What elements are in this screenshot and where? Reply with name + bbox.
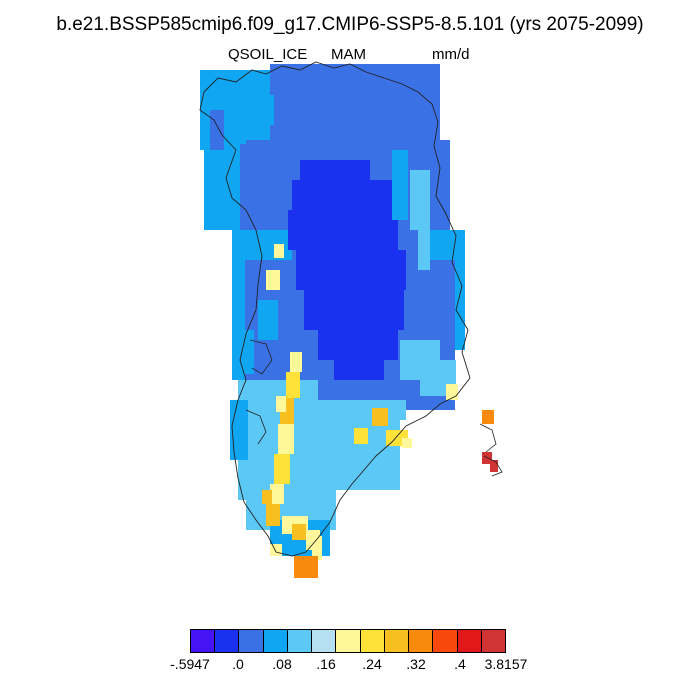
- grid-cell: [294, 556, 318, 578]
- grid-cell: [278, 424, 294, 454]
- grid-cell: [290, 352, 302, 372]
- grid-cell: [228, 122, 246, 144]
- colorbar-swatch: [433, 630, 458, 652]
- colorbar-swatch: [457, 630, 482, 652]
- colorbar-label: .08: [272, 656, 292, 672]
- grid-cell: [270, 544, 282, 556]
- grid-cell: [262, 490, 272, 504]
- colorbar-swatch: [287, 630, 313, 652]
- colorbar-labels: -.5947 .0 .08 .16 .24 .32 .4 3.8157: [0, 656, 700, 676]
- grid-cell: [418, 230, 430, 270]
- inlet-line: [249, 339, 273, 375]
- grid-cell: [270, 484, 284, 504]
- inlet-line: [245, 409, 267, 445]
- colorbar-swatch: [215, 630, 240, 652]
- grid-cell: [296, 250, 406, 290]
- colorbar-swatch: [191, 630, 216, 652]
- colorbar-label: .0: [232, 656, 244, 672]
- grid-cell: [482, 452, 492, 464]
- grid-cell: [292, 524, 306, 540]
- grid-cell: [240, 330, 254, 374]
- grid-cell: [270, 64, 440, 154]
- variable-label: QSOIL_ICE: [228, 46, 308, 63]
- map-cells: [200, 64, 498, 578]
- colorbar-label: .4: [454, 656, 466, 672]
- grid-cell: [354, 428, 368, 444]
- colorbar-label: .16: [316, 656, 336, 672]
- colorbar-swatch: [263, 630, 288, 652]
- island-outline: [479, 423, 497, 453]
- colorbar-swatch: [239, 630, 264, 652]
- grid-cell: [372, 408, 388, 426]
- colorbar-label: 3.8157: [484, 656, 528, 672]
- grid-cell: [258, 300, 278, 340]
- grid-cell: [490, 460, 498, 472]
- colorbar: [190, 629, 506, 653]
- grid-cell: [312, 536, 322, 560]
- grid-cell: [410, 170, 430, 230]
- grid-cell: [266, 270, 280, 290]
- grid-cell: [276, 396, 286, 412]
- grid-cell: [274, 244, 284, 258]
- colorbar-swatch: [384, 630, 410, 652]
- grid-cell: [286, 372, 300, 398]
- colorbar-label: .32: [406, 656, 426, 672]
- plot-title: b.e21.BSSP585cmip6.f09_g17.CMIP6-SSP5-8.…: [56, 14, 644, 35]
- colorbar-swatch: [360, 630, 385, 652]
- grid-cell: [392, 150, 408, 220]
- grid-cell: [334, 350, 384, 380]
- grid-cell: [288, 210, 398, 250]
- colorbar-label: .24: [362, 656, 382, 672]
- grid-cell: [266, 504, 280, 526]
- coastline: [199, 61, 471, 557]
- grid-cell: [352, 450, 372, 490]
- units-label: mm/d: [432, 46, 470, 63]
- colorbar-swatch: [312, 630, 337, 652]
- colorbar-swatch: [481, 630, 506, 652]
- colorbar-swatch: [336, 630, 361, 652]
- grid-cell: [250, 95, 274, 125]
- grid-cell: [402, 438, 412, 448]
- grid-cell: [210, 110, 224, 150]
- colorbar-swatch: [409, 630, 434, 652]
- season-label: MAM: [331, 46, 366, 63]
- grid-cell: [482, 410, 494, 424]
- grid-cell: [274, 454, 290, 484]
- island-outline: [483, 455, 503, 477]
- colorbar-label: -.5947: [170, 656, 210, 672]
